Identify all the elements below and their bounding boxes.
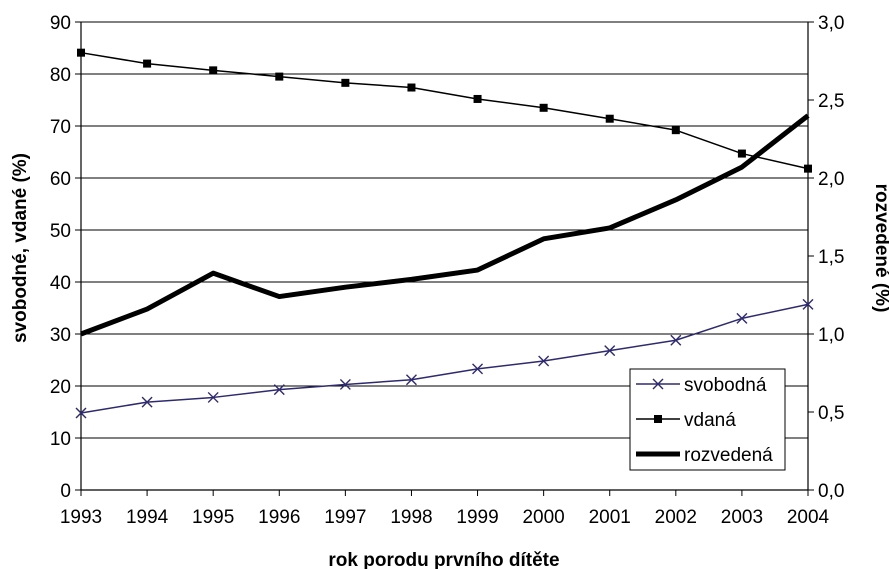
data-point-vdana: [473, 94, 482, 103]
left-tick-label: 30: [50, 325, 71, 346]
gridlines: [81, 21, 808, 439]
data-point-svobodna: [472, 363, 484, 375]
left-tick-label: 70: [50, 117, 71, 138]
x-tick-label: 2000: [522, 507, 564, 528]
series-line-rozvedena: [80, 113, 810, 337]
data-point-svobodna: [339, 378, 351, 390]
left-tick-label: 80: [50, 65, 71, 86]
x-axis-title: rok porodu prvního dítěte: [328, 550, 559, 569]
data-point-vdana: [671, 126, 680, 135]
legend-marker: [652, 378, 664, 390]
legend-item-svobodna: svobodná: [636, 375, 767, 396]
data-point-svobodna: [604, 345, 616, 357]
x-tick-label: 1998: [390, 507, 432, 528]
data-point-svobodna: [736, 312, 748, 324]
data-point-vdana: [209, 66, 218, 75]
data-point-vdana: [341, 78, 350, 87]
data-point-svobodna: [75, 407, 87, 419]
left-tick-label: 60: [50, 169, 71, 190]
data-point-svobodna: [538, 355, 550, 367]
series-line-svobodna: [80, 303, 809, 414]
legend-item-rozvedena: rozvedená: [636, 445, 773, 466]
left-tick-label: 40: [50, 273, 71, 294]
legend-label: vdaná: [684, 410, 736, 431]
data-point-svobodna: [405, 374, 417, 386]
legend-label: rozvedená: [684, 445, 773, 466]
right-tick-label: 2,0: [818, 169, 844, 190]
right-axis-title: rozvedené (%): [871, 184, 889, 313]
right-axis-ticks: 0,0 0,5 1,0 1,5 2,0 2,5 3,0: [808, 13, 844, 502]
x-tick-label: 1996: [258, 507, 300, 528]
x-tick-label: 1999: [456, 507, 498, 528]
data-point-svobodna: [670, 334, 682, 346]
data-point-svobodna: [141, 396, 153, 408]
data-point-vdana: [77, 48, 85, 57]
x-tick-label: 2002: [655, 507, 697, 528]
left-tick-label: 0: [60, 481, 71, 502]
right-tick-label: 1,5: [818, 247, 844, 268]
x-tick-label: 1995: [192, 507, 234, 528]
x-axis-ticks: 1993 1994 1995 1996 1997 1998 1999 2000 2001 2002…: [60, 490, 830, 528]
right-tick-label: 3,0: [818, 13, 844, 34]
data-point-vdana: [804, 164, 812, 173]
x-tick-label: 1997: [324, 507, 366, 528]
series-vdana: [77, 48, 812, 173]
data-point-vdana: [143, 59, 152, 68]
data-point-vdana: [605, 114, 614, 123]
data-point-vdana: [539, 103, 548, 112]
data-point-vdana: [407, 83, 416, 92]
legend-marker: [654, 415, 662, 423]
legend-item-vdana: vdaná: [636, 410, 736, 431]
x-tick-label: 2003: [721, 507, 763, 528]
data-point-svobodna: [273, 384, 285, 396]
legend-label: svobodná: [684, 375, 767, 396]
data-point-vdana: [275, 72, 284, 81]
right-tick-label: 0,0: [818, 481, 844, 502]
right-tick-label: 0,5: [818, 403, 844, 424]
x-tick-label: 2001: [589, 507, 631, 528]
left-tick-label: 10: [50, 429, 71, 450]
left-axis-ticks: 0 10 20 30 40 50 60 70 80 90: [50, 13, 81, 502]
left-tick-label: 50: [50, 221, 71, 242]
right-tick-label: 1,0: [818, 325, 844, 346]
series-group: [75, 48, 814, 419]
x-tick-label: 1993: [60, 507, 102, 528]
x-tick-label: 1994: [126, 507, 169, 528]
data-point-svobodna: [802, 298, 814, 310]
left-axis-title: svobodné, vdané (%): [10, 153, 31, 343]
series-svobodna: [75, 298, 814, 419]
legend: svobodná vdaná rozvedená: [629, 368, 786, 471]
series-rozvedena: [80, 113, 810, 337]
left-tick-label: 20: [50, 377, 71, 398]
right-tick-label: 2,5: [818, 91, 844, 112]
data-point-vdana: [737, 149, 746, 158]
series-line-vdana: [80, 51, 809, 170]
data-point-svobodna: [207, 391, 219, 403]
left-tick-label: 90: [50, 13, 71, 34]
x-tick-label: 2004: [787, 507, 830, 528]
